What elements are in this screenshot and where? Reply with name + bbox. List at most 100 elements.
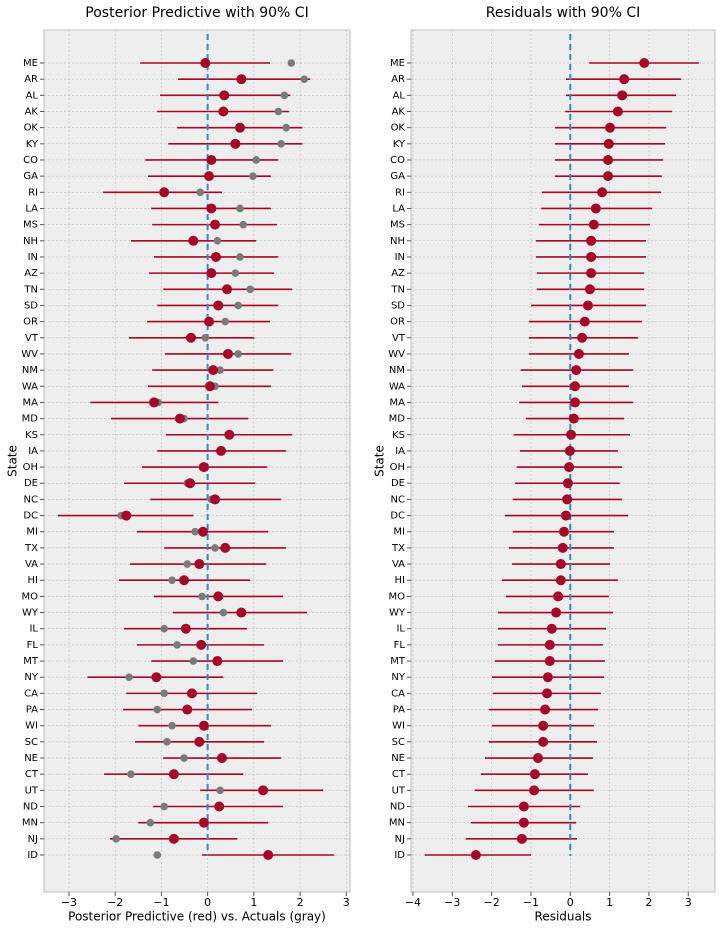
- y-tick-label: SC: [25, 737, 38, 748]
- estimate-dot: [213, 591, 224, 602]
- actual-dot: [213, 236, 222, 245]
- y-tick-label: CT: [25, 769, 39, 780]
- panel: −3 −2 −1 0 1 2 3 ME AR AL AK OK KY CO GA RI LA MS NH IN AZ TN…: [6, 5, 351, 924]
- actual-dot: [146, 818, 155, 827]
- y-tick-label: NY: [391, 672, 405, 683]
- y-tick-label: MS: [23, 220, 38, 231]
- y-tick-label: FL: [394, 640, 406, 651]
- estimate-dot: [555, 575, 566, 586]
- estimate-dot: [149, 397, 160, 408]
- estimate-dot: [566, 429, 577, 440]
- y-tick-label: UT: [25, 785, 39, 796]
- actual-dot: [211, 544, 219, 552]
- estimate-dot: [210, 219, 221, 230]
- y-tick-label: MT: [23, 656, 39, 667]
- estimate-dot: [216, 445, 227, 456]
- x-axis-label: Residuals: [535, 910, 592, 924]
- chart-title: Residuals with 90% CI: [486, 5, 641, 21]
- estimate-dot: [516, 833, 527, 844]
- estimate-dot: [198, 720, 209, 731]
- y-tick-label: OK: [24, 123, 39, 134]
- estimate-dot: [619, 74, 630, 85]
- estimate-dot: [236, 607, 247, 618]
- y-tick-label: IA: [28, 446, 38, 457]
- plot-area: [43, 29, 351, 893]
- estimate-dot: [564, 445, 575, 456]
- actual-dot: [160, 689, 168, 698]
- estimate-dot: [617, 90, 628, 101]
- y-tick-label: NM: [389, 365, 405, 376]
- estimate-dot: [212, 656, 223, 667]
- y-tick-label: NE: [391, 753, 405, 764]
- y-tick-label: ME: [23, 58, 38, 69]
- y-tick-label: ID: [394, 850, 405, 861]
- panel: −4 −3 −2 −1 0 1 2 3 ME AR AL AK OK KY CO GA RI LA MS NH IN AZ…: [373, 5, 716, 924]
- y-tick-label: DC: [390, 511, 405, 522]
- y-tick-label: NC: [24, 494, 38, 505]
- y-tick-label: IA: [395, 446, 405, 457]
- y-tick-label: AL: [393, 90, 406, 101]
- y-tick-label: CO: [23, 155, 38, 166]
- y-tick-label: HI: [395, 575, 405, 586]
- y-tick-label: CA: [24, 688, 38, 699]
- actual-dot: [163, 738, 171, 746]
- estimate-dot: [258, 785, 269, 796]
- estimate-dot: [557, 542, 568, 553]
- estimate-dot: [185, 478, 196, 489]
- estimate-dot: [220, 542, 231, 553]
- y-tick-label: GA: [23, 171, 38, 182]
- y-tick-label: TX: [24, 543, 38, 554]
- estimate-dot: [234, 122, 245, 133]
- estimate-dot: [603, 138, 614, 149]
- estimate-dot: [542, 688, 553, 699]
- estimate-dot: [582, 300, 593, 311]
- estimate-dot: [551, 607, 562, 618]
- y-tick-label: DE: [391, 478, 405, 489]
- actual-dot: [249, 172, 257, 180]
- y-tick-label: AZ: [24, 268, 38, 279]
- actual-dot: [125, 673, 133, 682]
- y-tick-label: AK: [392, 106, 406, 117]
- x-tick-label: 2: [297, 896, 304, 909]
- y-tick-label: NM: [22, 365, 38, 376]
- estimate-dot: [194, 559, 205, 570]
- actual-dot: [221, 317, 229, 326]
- estimate-dot: [179, 575, 190, 586]
- estimate-dot: [558, 526, 569, 537]
- x-tick-label: 1: [606, 896, 613, 909]
- estimate-dot: [584, 284, 595, 295]
- y-tick-label: WY: [22, 608, 39, 619]
- y-tick-label: CO: [390, 155, 405, 166]
- y-tick-label: AR: [24, 74, 38, 85]
- actual-dot: [201, 333, 210, 342]
- actual-dot: [216, 366, 224, 374]
- estimate-dot: [222, 284, 233, 295]
- x-tick-label: −3: [61, 896, 77, 909]
- estimate-dot: [204, 381, 215, 392]
- x-tick-label: −1: [523, 896, 539, 909]
- y-tick-label: OR: [23, 317, 38, 328]
- y-tick-label: AR: [391, 74, 405, 85]
- y-tick-label: VT: [392, 333, 406, 344]
- y-tick-label: TN: [23, 284, 38, 295]
- estimate-dot: [533, 753, 544, 764]
- y-tick-label: OK: [391, 123, 406, 134]
- estimate-dot: [577, 332, 588, 343]
- x-tick-label: 0: [204, 896, 211, 909]
- estimate-dot: [174, 413, 185, 424]
- estimate-dot: [546, 623, 557, 634]
- y-tick-label: NC: [391, 494, 405, 505]
- estimate-dot: [219, 90, 230, 101]
- estimate-dot: [230, 138, 241, 149]
- y-tick-label: VA: [25, 559, 38, 570]
- y-tick-label: RI: [28, 187, 38, 198]
- y-tick-label: ND: [390, 802, 405, 813]
- actual-dot: [168, 576, 176, 585]
- y-tick-label: VT: [25, 333, 39, 344]
- estimate-dot: [214, 801, 225, 812]
- estimate-dot: [540, 704, 551, 715]
- y-tick-label: NY: [24, 672, 38, 683]
- y-tick-label: OR: [390, 317, 405, 328]
- estimate-dot: [198, 817, 209, 828]
- actual-dot: [246, 285, 254, 294]
